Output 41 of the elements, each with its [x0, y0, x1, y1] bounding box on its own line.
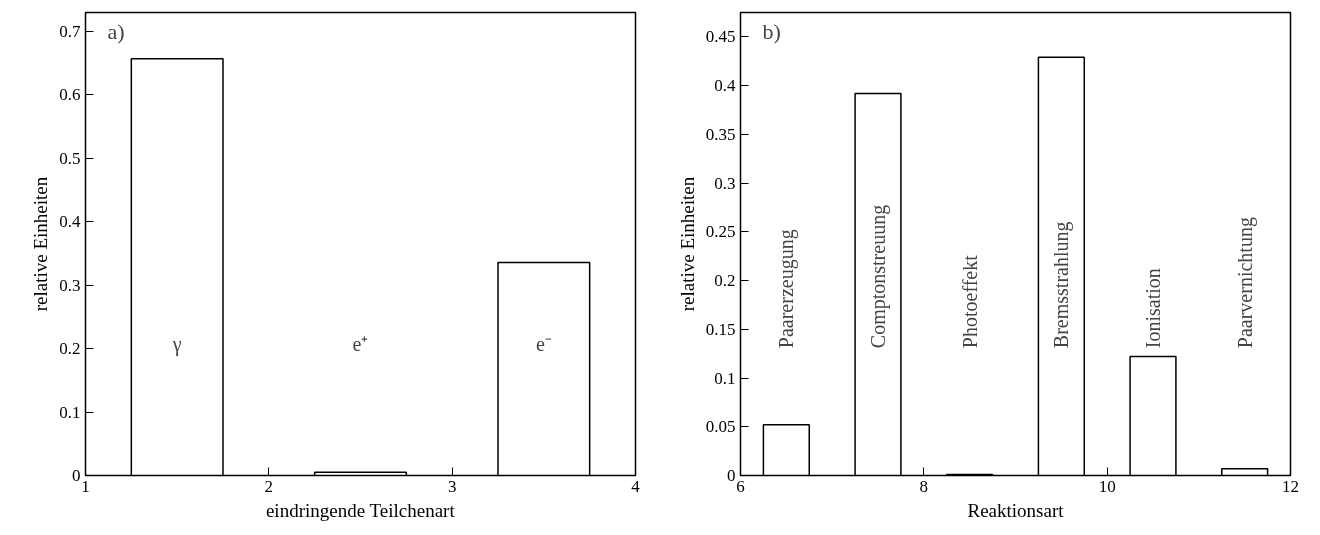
x-tick-label: 6 — [736, 476, 745, 496]
y-tick-label: 0.35 — [705, 124, 736, 144]
y-tick-label: 0.6 — [59, 85, 81, 105]
x-tick-label: 4 — [631, 476, 641, 496]
annotation: γ — [171, 333, 182, 357]
chart-title: b) — [762, 18, 781, 44]
x-axis-title: Reaktionsart — [967, 499, 1065, 521]
x-tick-label: 12 — [1282, 476, 1299, 496]
y-tick-label: 0.15 — [705, 319, 736, 339]
annotation: Bremsstrahlung — [1050, 221, 1074, 349]
y-tick-label: 0.7 — [59, 22, 81, 42]
y-tick-label: 0.25 — [705, 222, 736, 242]
y-tick-label: 0.4 — [714, 76, 736, 96]
annotation: e⁻ — [535, 333, 552, 356]
x-tick-label: 8 — [919, 476, 929, 496]
x-tick-label: 10 — [1098, 476, 1116, 496]
x-tick-label: 1 — [81, 476, 90, 496]
annotation: Paarvernichtung — [1233, 217, 1257, 349]
y-tick-label: 0 — [727, 466, 736, 485]
y-tick-label: 0.3 — [59, 275, 81, 295]
x-tick-label: 2 — [264, 476, 274, 496]
y-tick-label: 0.45 — [705, 27, 736, 47]
annotation: Comptonstreuung — [867, 204, 890, 349]
x-axis-title: eindringende Teilchenart — [265, 499, 456, 521]
annotation: Photoeffekt — [958, 254, 981, 349]
y-tick-label: 0.1 — [714, 368, 736, 388]
y-tick-label: 0.2 — [714, 271, 736, 291]
annotation: e⁺ — [352, 333, 369, 356]
y-tick-label: 0.2 — [59, 339, 81, 359]
y-tick-label: 0.1 — [59, 402, 81, 422]
y-tick-label: 0.3 — [714, 173, 736, 193]
y-tick-label: 0 — [72, 466, 81, 485]
annotation: Ionisation — [1142, 268, 1164, 349]
y-tick-label: 0.5 — [59, 148, 81, 168]
y-tick-label: 0.4 — [59, 212, 81, 232]
y-axis-title: relative Einheiten — [676, 176, 698, 312]
chart-title: a) — [107, 18, 125, 44]
y-axis-title: relative Einheiten — [30, 176, 52, 312]
x-tick-label: 3 — [447, 476, 457, 496]
y-tick-label: 0.05 — [705, 417, 736, 437]
annotation: Paarerzeugung — [775, 229, 799, 349]
